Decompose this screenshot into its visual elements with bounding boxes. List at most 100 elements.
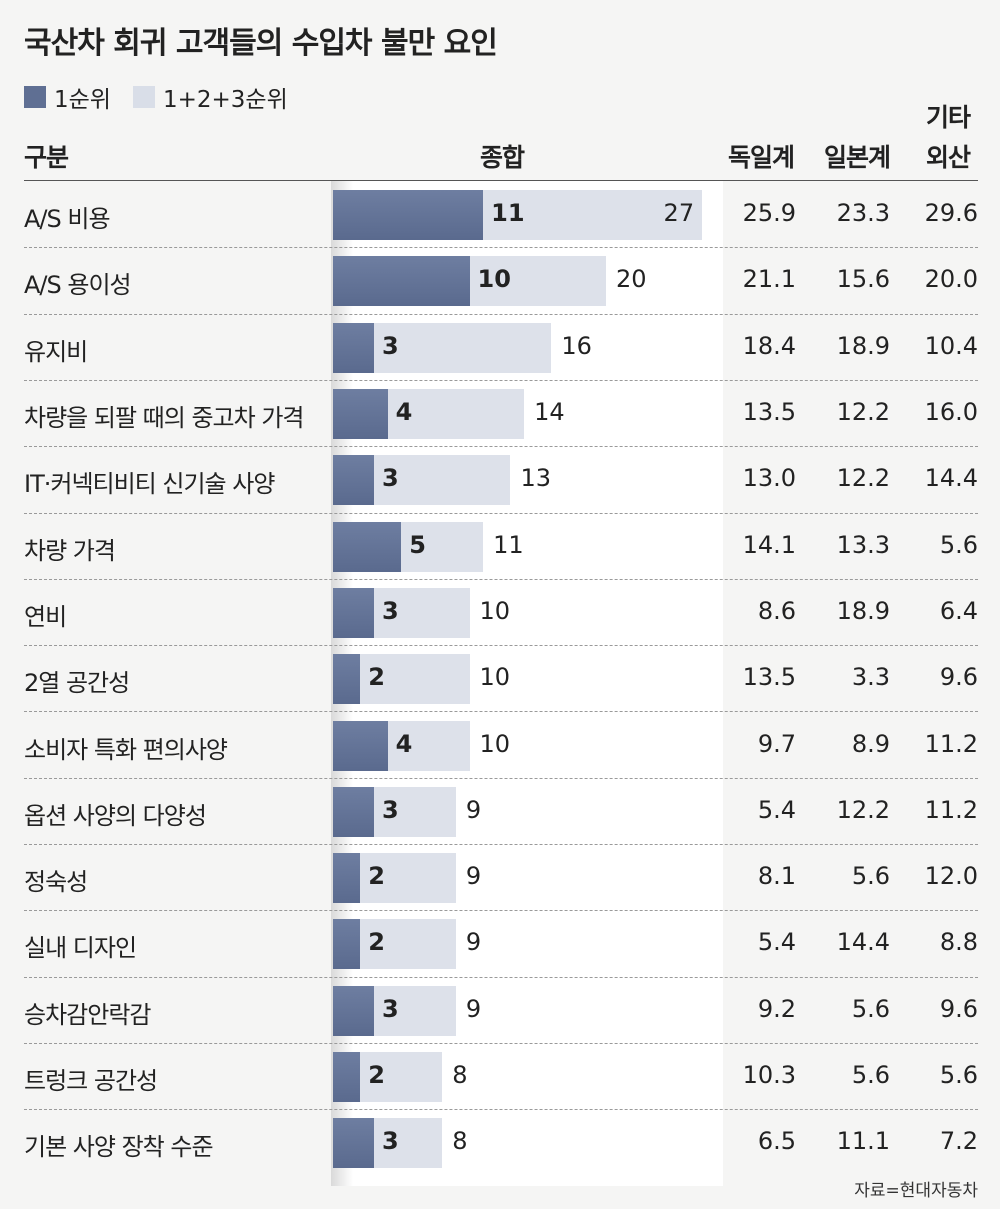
header-category: 구분: [24, 143, 69, 172]
cell-japanese: 18.9: [836, 596, 890, 625]
category-label: 정숙성: [24, 868, 88, 897]
category-label: A/S 비용: [24, 205, 111, 234]
cell-german: 5.4: [757, 795, 796, 824]
category-label: 2열 공간성: [24, 669, 130, 698]
category-label: IT·커넥티비티 신기술 사양: [24, 470, 275, 499]
value-first-rank: 2: [368, 1061, 385, 1090]
cell-other: 29.6: [924, 199, 978, 228]
category-label: 기본 사양 장착 수준: [24, 1133, 214, 1162]
row-separator: [24, 777, 978, 779]
cell-other: 9.6: [939, 663, 978, 692]
cell-german: 6.5: [757, 1127, 796, 1156]
cell-other: 5.6: [939, 530, 978, 559]
bar-first-rank: [333, 1118, 374, 1169]
cell-japanese: 12.2: [836, 795, 890, 824]
bar-first-rank: [333, 389, 388, 440]
value-first-rank: 2: [368, 928, 385, 957]
bar-first-rank: [333, 322, 374, 373]
row-separator: [24, 976, 978, 978]
row-separator: [24, 247, 978, 249]
cell-japanese: 11.1: [836, 1127, 890, 1156]
cell-other: 10.4: [924, 331, 978, 360]
cell-german: 14.1: [742, 530, 796, 559]
value-first-rank: 3: [381, 994, 399, 1023]
cell-other: 11.2: [924, 729, 978, 758]
cell-other: 6.4: [939, 596, 978, 625]
cell-german: 8.6: [757, 596, 796, 625]
cell-german: 13.0: [742, 464, 796, 493]
cell-japanese: 18.9: [836, 331, 890, 360]
row-separator: [24, 446, 978, 448]
legend-label-top3-rank: 1+2+3순위: [162, 87, 288, 113]
category-label: 옵션 사양의 다양성: [24, 801, 207, 830]
category-label: 소비자 특화 편의사양: [24, 735, 228, 764]
legend: 1순위 1+2+3순위: [24, 80, 310, 114]
source-note: 자료=현대자동차: [854, 1181, 978, 1201]
value-top3-rank: 20: [616, 265, 647, 294]
cell-japanese: 14.4: [836, 928, 890, 957]
legend-swatch-top3-rank: [132, 86, 155, 108]
cell-german: 18.4: [742, 331, 796, 360]
bar-first-rank: [333, 455, 374, 506]
value-first-rank: 3: [381, 464, 399, 493]
cell-japanese: 3.3: [851, 663, 890, 692]
value-first-rank: 3: [381, 795, 399, 824]
bar-first-rank: [333, 720, 388, 771]
bar-first-rank: [333, 786, 374, 837]
legend-item-first-rank: 1순위: [24, 80, 111, 114]
value-top3-rank: 8: [452, 1127, 468, 1156]
row-separator: [24, 844, 978, 845]
cell-german: 21.1: [742, 265, 796, 294]
cell-japanese: 5.6: [851, 1061, 890, 1090]
value-top3-rank: 9: [465, 994, 482, 1023]
row-separator: [24, 379, 978, 381]
row-separator: [24, 645, 978, 647]
cell-japanese: 23.3: [836, 199, 890, 228]
value-top3-rank: 8: [452, 1061, 468, 1090]
bar-first-rank: [333, 256, 470, 307]
category-label: 트렁크 공간성: [24, 1067, 158, 1096]
value-first-rank: 5: [409, 530, 426, 559]
value-top3-rank: 27: [663, 199, 695, 228]
header-divider: [24, 180, 978, 181]
cell-japanese: 5.6: [851, 862, 890, 891]
row-separator: [24, 910, 978, 912]
cell-other: 14.4: [924, 464, 978, 493]
category-label: 실내 디자인: [24, 934, 137, 963]
value-top3-rank: 9: [465, 928, 482, 957]
value-top3-rank: 16: [561, 331, 592, 360]
cell-german: 13.5: [742, 398, 796, 427]
value-top3-rank: 9: [465, 795, 482, 824]
category-label: 차량을 되팔 때의 중고차 가격: [24, 404, 304, 433]
cell-german: 8.1: [757, 862, 796, 891]
bar-first-rank: [333, 919, 361, 970]
row-separator: [24, 578, 978, 580]
row-separator: [24, 512, 978, 514]
value-top3-rank: 10: [479, 663, 511, 692]
value-first-rank: 11: [491, 199, 525, 228]
header-total: 종합: [480, 143, 525, 172]
cell-japanese: 15.6: [836, 265, 890, 294]
row-separator: [24, 711, 978, 713]
value-top3-rank: 10: [479, 596, 511, 625]
value-first-rank: 2: [368, 663, 385, 692]
cell-japanese: 8.9: [851, 729, 890, 758]
value-top3-rank: 11: [493, 530, 524, 559]
value-first-rank: 3: [381, 331, 399, 360]
row-separator: [24, 1042, 978, 1044]
value-first-rank: 4: [395, 729, 413, 758]
header-german: 독일계: [728, 143, 795, 172]
header-other-line2: 외산: [926, 143, 971, 172]
cell-other: 8.8: [939, 928, 978, 957]
legend-swatch-first-rank: [24, 86, 46, 108]
cell-german: 5.4: [757, 928, 796, 957]
category-label: 승차감안락감: [24, 1000, 151, 1029]
cell-other: 5.6: [939, 1061, 978, 1090]
cell-other: 11.2: [924, 795, 978, 824]
cell-other: 12.0: [924, 862, 978, 891]
row-separator: [24, 313, 978, 315]
cell-german: 9.7: [757, 729, 796, 758]
legend-item-top3-rank: 1+2+3순위: [132, 80, 288, 114]
value-first-rank: 3: [381, 596, 399, 625]
value-first-rank: 10: [477, 265, 511, 294]
